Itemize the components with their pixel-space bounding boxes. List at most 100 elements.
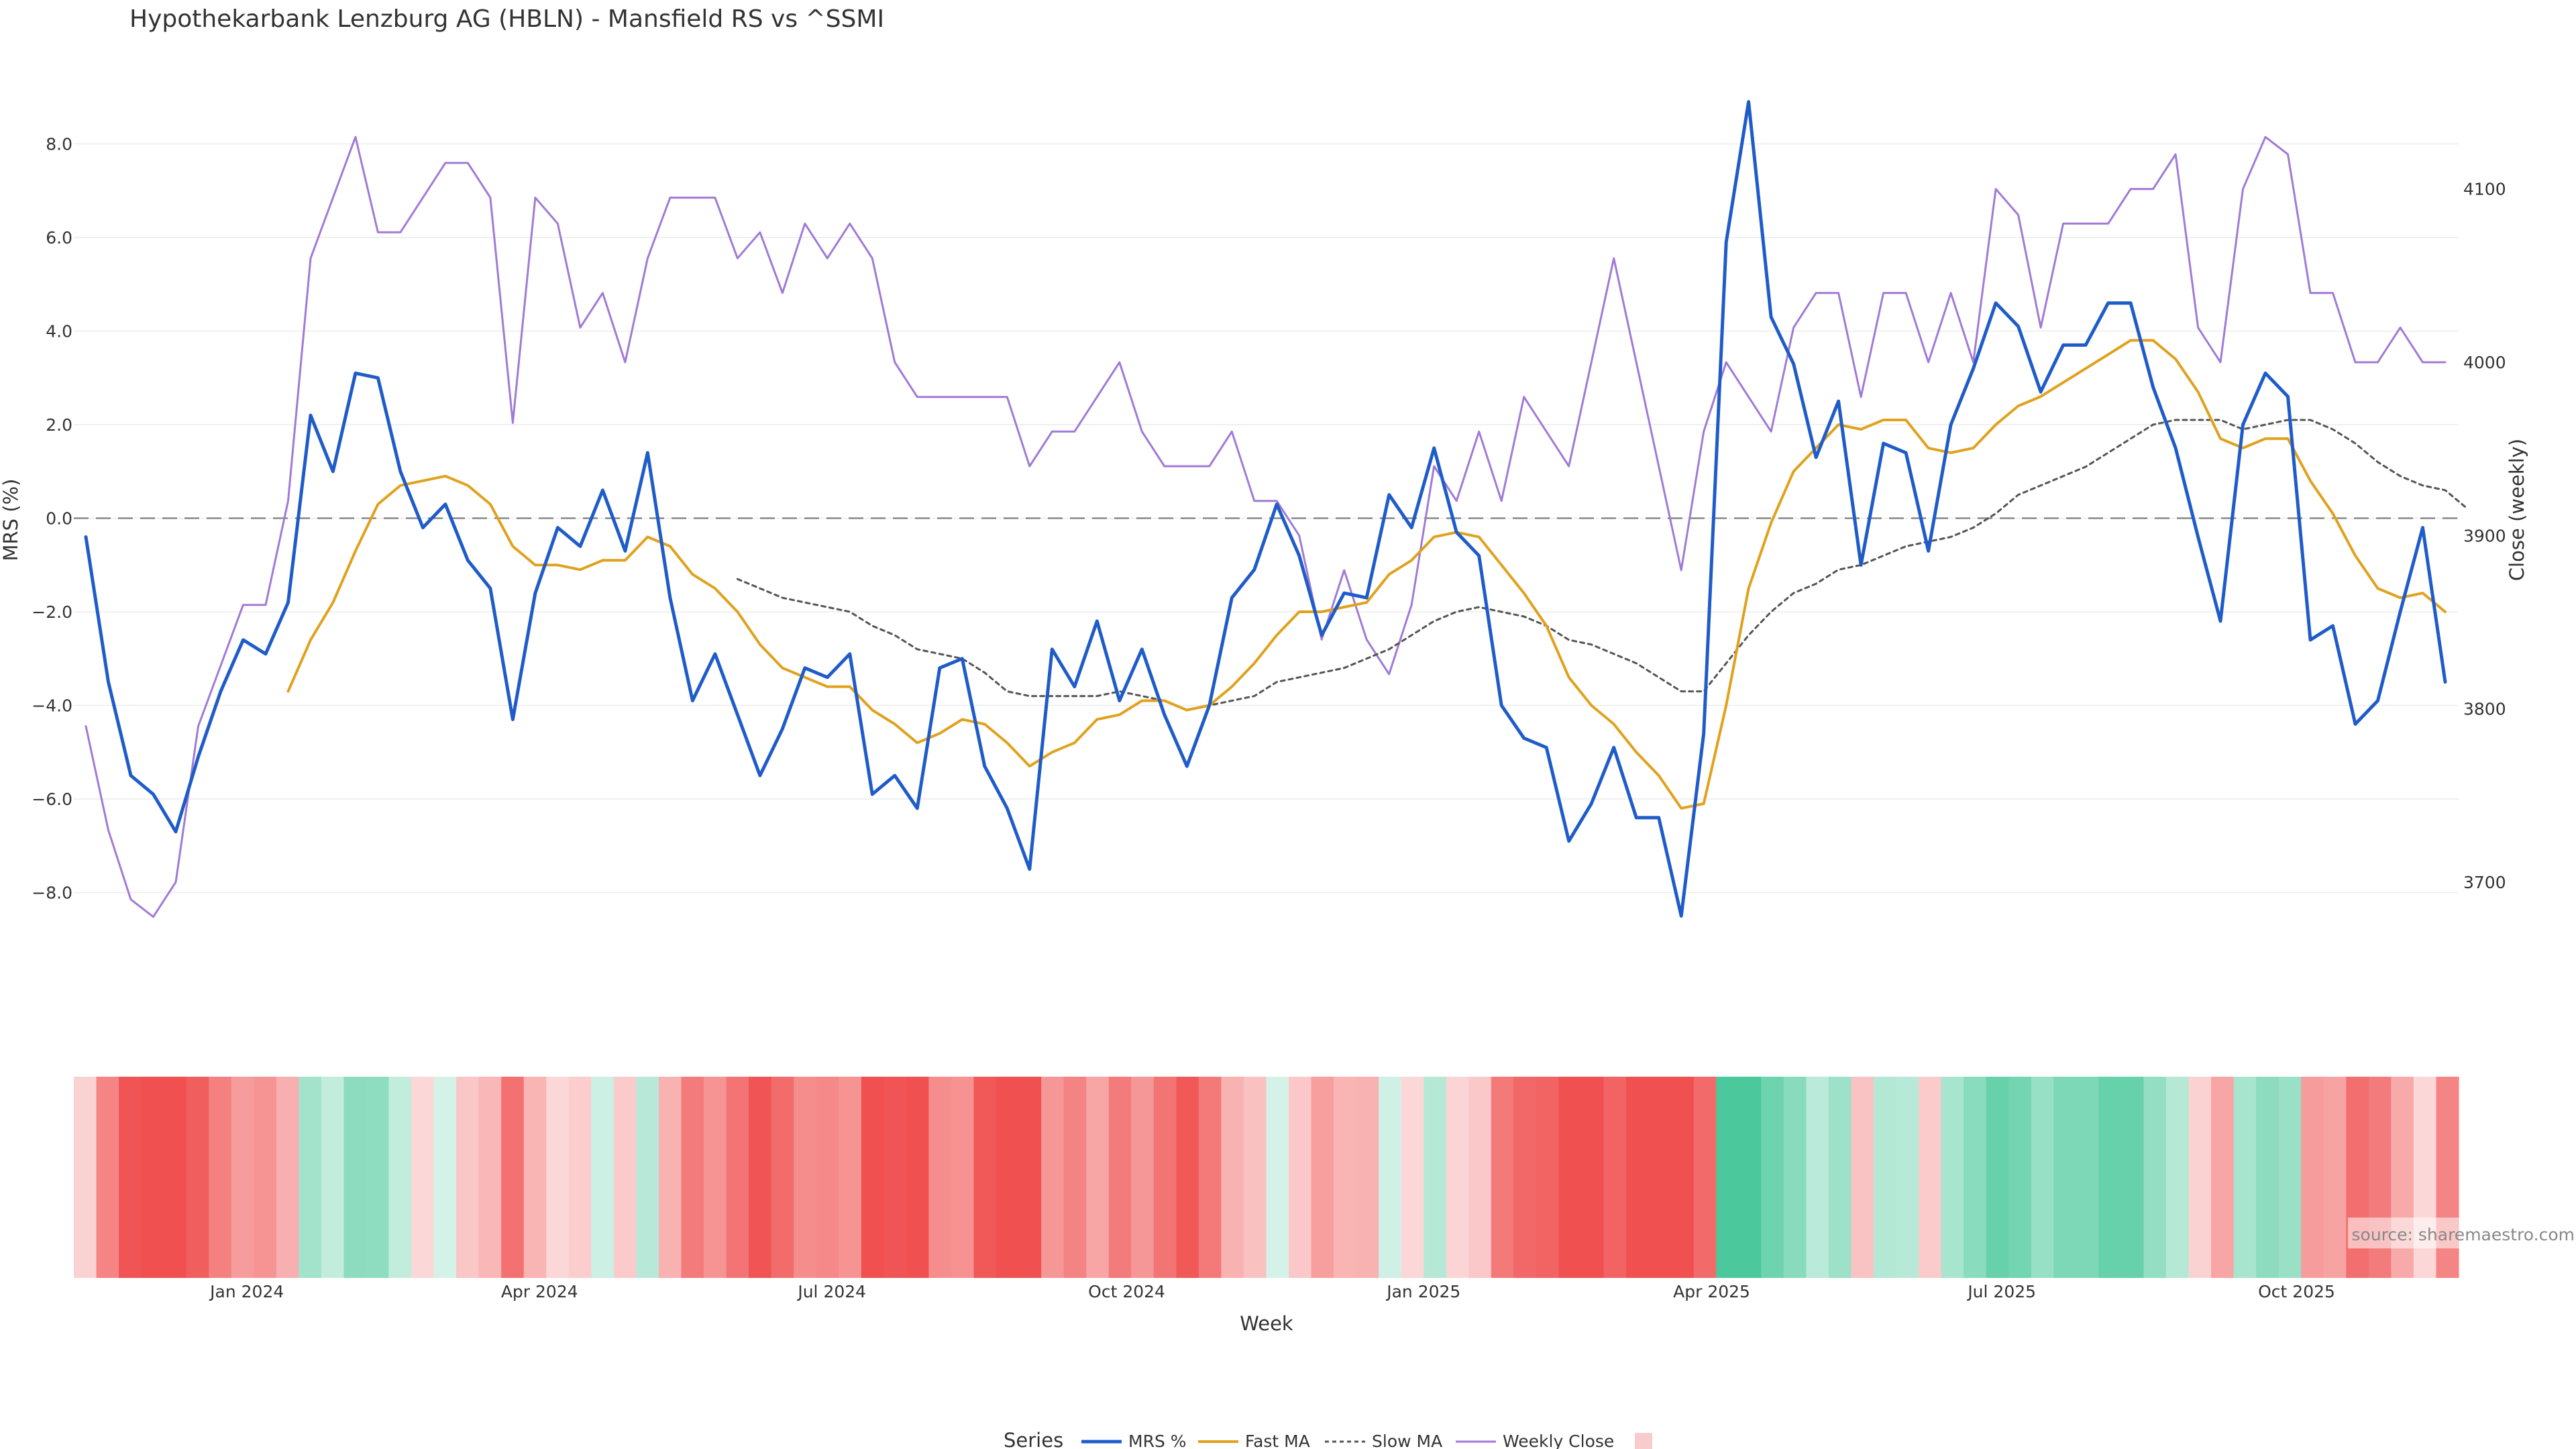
legend-label-fast-ma[interactable]: Fast MA	[1245, 1432, 1310, 1449]
series-line-weekly-close	[85, 136, 2447, 918]
right-tick-label: 3700	[2463, 873, 2506, 892]
grid-lines	[74, 143, 2459, 894]
heatmap-cell	[231, 1077, 254, 1278]
heatmap-cell	[1626, 1077, 1650, 1278]
legend-label-slow-ma[interactable]: Slow MA	[1372, 1432, 1442, 1449]
heatmap-cell	[1874, 1077, 1897, 1278]
heatmap-cell	[388, 1077, 412, 1278]
heatmap-cell	[794, 1077, 817, 1278]
x-tick-label: Oct 2025	[2258, 1282, 2335, 1301]
heatmap-cell	[1693, 1077, 1717, 1278]
heatmap-cell	[1198, 1077, 1222, 1278]
series-line-fast-ma	[286, 339, 2447, 810]
heatmap-cell	[1806, 1077, 1829, 1278]
series-line-mrs	[84, 100, 2447, 918]
heatmap-cell	[276, 1077, 299, 1278]
heatmap-cell	[1761, 1077, 1784, 1278]
heatmap-cell	[1266, 1077, 1289, 1278]
heatmap-cell	[96, 1077, 119, 1278]
right-tick-label: 3800	[2463, 700, 2506, 719]
x-axis-label: Week	[1240, 1312, 1293, 1335]
heatmap-cell	[523, 1077, 547, 1278]
heatmap-cell	[658, 1077, 682, 1278]
x-tick-label: Jul 2025	[1966, 1282, 2036, 1301]
heatmap-cell	[141, 1077, 164, 1278]
heatmap-cell	[478, 1077, 502, 1278]
heatmap-cell	[1379, 1077, 1402, 1278]
heatmap-cell	[1716, 1077, 1739, 1278]
heatmap-cell	[816, 1077, 839, 1278]
heatmap-cell	[973, 1077, 997, 1278]
heatmap-cell	[1468, 1077, 1492, 1278]
heatmap-cell	[883, 1077, 907, 1278]
right-tick-label: 3900	[2463, 526, 2506, 545]
heatmap-cell	[1131, 1077, 1155, 1278]
heatmap-cell	[2233, 1077, 2257, 1278]
heatmap-cell	[726, 1077, 749, 1278]
heatmap-cell	[704, 1077, 727, 1278]
legend-swatch-heatmap[interactable]	[1635, 1433, 1652, 1449]
left-tick-label: 8.0	[46, 135, 72, 154]
heatmap-cell	[1603, 1077, 1627, 1278]
left-tick-label: 2.0	[46, 415, 72, 435]
x-tick-label: Apr 2025	[1673, 1282, 1750, 1301]
heatmap-cell	[1446, 1077, 1469, 1278]
left-tick-label: 4.0	[46, 322, 72, 341]
heatmap-cell	[546, 1077, 570, 1278]
left-tick-label: −2.0	[32, 602, 72, 622]
heatmap-cell	[1941, 1077, 1964, 1278]
heatmap-cell	[1986, 1077, 2009, 1278]
heatmap-cell	[1581, 1077, 1605, 1278]
heatmap-cell	[164, 1077, 187, 1278]
heatmap-cell	[2031, 1077, 2054, 1278]
heatmap-cell	[1018, 1077, 1042, 1278]
legend-title: Series	[1004, 1429, 1063, 1449]
right-axis-ticks: 4100 4000 3900 3800 3700	[2463, 180, 2506, 892]
heatmap-cell	[1536, 1077, 1560, 1278]
series-layer	[84, 100, 2469, 918]
heatmap-cell	[1243, 1077, 1267, 1278]
left-tick-label: −8.0	[32, 883, 72, 903]
heatmap-cell	[771, 1077, 794, 1278]
heatmap-cell	[906, 1077, 930, 1278]
heatmap-cell	[1289, 1077, 1312, 1278]
heatmap-cell	[2323, 1077, 2347, 1278]
legend-label-weekly-close[interactable]: Weekly Close	[1503, 1432, 1614, 1449]
heatmap-cell	[2143, 1077, 2167, 1278]
heatmap-cell	[1401, 1077, 1424, 1278]
left-tick-label: −4.0	[32, 696, 72, 716]
heatmap-cell	[366, 1077, 390, 1278]
heatmap-cell	[681, 1077, 704, 1278]
right-tick-label: 4000	[2463, 353, 2506, 372]
heatmap-cell	[951, 1077, 975, 1278]
heatmap-cell	[2166, 1077, 2190, 1278]
right-tick-label: 4100	[2463, 180, 2506, 199]
heatmap-cell	[636, 1077, 659, 1278]
annotation-background	[2348, 1218, 2576, 1248]
y-axis-label-left: MRS (%)	[0, 479, 22, 561]
left-axis-ticks: 8.0 6.0 4.0 2.0 0.0 −2.0 −4.0 −6.0 −8.0	[32, 135, 72, 903]
series-line-slow-ma	[736, 419, 2469, 711]
heatmap-cell	[1491, 1077, 1515, 1278]
heatmap-cell	[1513, 1077, 1537, 1278]
heatmap-cell	[1671, 1077, 1695, 1278]
heatmap-cell	[209, 1077, 232, 1278]
chart-title: Hypothekarbank Lenzburg AG (HBLN) - Mans…	[129, 5, 884, 33]
left-tick-label: 6.0	[46, 228, 72, 248]
x-tick-label: Oct 2024	[1088, 1282, 1165, 1301]
legend-label-mrs[interactable]: MRS %	[1128, 1432, 1187, 1449]
heatmap-cell	[1176, 1077, 1199, 1278]
heatmap-cell	[433, 1077, 457, 1278]
y-axis-label-right: Close (weekly)	[2506, 439, 2528, 581]
heatmap-cell	[119, 1077, 142, 1278]
x-tick-label: Jan 2025	[1385, 1282, 1460, 1301]
heatmap-cell	[1153, 1077, 1177, 1278]
heatmap-cell	[1828, 1077, 1852, 1278]
heatmap-cell	[2211, 1077, 2235, 1278]
left-tick-label: 0.0	[46, 509, 72, 529]
heatmap-cell	[1851, 1077, 1874, 1278]
heatmap-cell	[839, 1077, 862, 1278]
legend: Series MRS % Fast MA Slow MA Weekly Clos…	[1004, 1429, 1652, 1449]
heatmap-cell	[1783, 1077, 1807, 1278]
